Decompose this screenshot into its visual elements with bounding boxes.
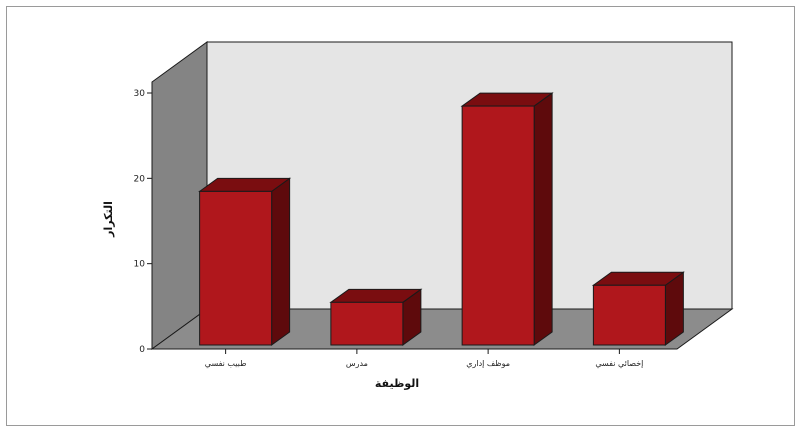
bar-chart: 0 10 20 30 طبيب نفسي مدرس موظف إداري إخصائي نف…: [102, 41, 734, 390]
y-tick-label: 30: [134, 89, 146, 99]
y-axis-title: التكرار: [102, 201, 115, 238]
x-tick-label: موظف إداري: [466, 359, 510, 369]
side-wall: [151, 41, 208, 350]
bar-front: [199, 190, 273, 346]
bar-side: [271, 177, 291, 346]
x-tick-label: مدرس: [346, 359, 368, 368]
bar-front: [592, 284, 666, 346]
x-tick-label: طبيب نفسي: [205, 359, 247, 368]
x-axis-title: الوظيفة: [375, 377, 419, 390]
y-tick-label: 20: [134, 174, 146, 184]
bar: [460, 92, 554, 346]
x-tick-label: إخصائي نفسي: [595, 359, 643, 369]
chart-frame: 0 10 20 30 طبيب نفسي مدرس موظف إداري إخصائي نف…: [6, 6, 795, 426]
floor: [150, 308, 734, 350]
bar: [329, 288, 423, 346]
y-tick-label: 0: [139, 345, 145, 355]
y-tick-label: 10: [134, 260, 146, 270]
bar-front: [330, 301, 404, 346]
bar: [591, 271, 685, 346]
bar: [198, 177, 292, 346]
bar-side: [533, 92, 553, 346]
bar-front: [461, 105, 535, 346]
